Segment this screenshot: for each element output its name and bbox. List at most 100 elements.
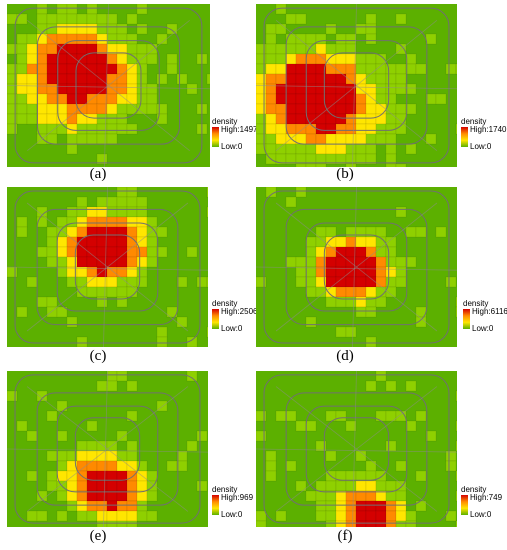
density-cell: [355, 520, 367, 527]
density-cell: [355, 256, 367, 268]
density-cell: [76, 33, 88, 45]
density-cell: [355, 113, 367, 125]
density-cell: [176, 450, 188, 462]
density-cell: [375, 470, 387, 482]
density-cell: [275, 23, 287, 35]
density-cell: [365, 380, 377, 392]
density-cell: [126, 187, 138, 198]
density-cell: [325, 246, 337, 258]
density-cell: [355, 276, 367, 288]
density-cell: [375, 510, 387, 522]
density-cell: [295, 83, 307, 95]
radial-road: [256, 448, 457, 453]
density-cell: [126, 43, 138, 55]
ring-road: [56, 405, 159, 493]
density-cell: [305, 103, 317, 115]
density-cell: [305, 73, 317, 85]
density-cell: [56, 256, 68, 268]
density-cell: [325, 93, 337, 105]
density-cell: [146, 246, 158, 258]
legend-low-label: Low:0: [470, 142, 492, 151]
density-cell: [86, 490, 98, 502]
density-cell: [275, 143, 287, 155]
density-cell: [96, 500, 108, 512]
density-cell: [66, 216, 78, 228]
density-cell: [36, 390, 48, 402]
density-cell: [126, 480, 138, 492]
legend-color-ramp: [212, 495, 219, 515]
density-cell: [395, 490, 407, 502]
density-cell: [335, 33, 347, 45]
density-cell: [335, 83, 347, 95]
legend-b: density High:1740 Low:0: [461, 117, 507, 157]
density-cell: [96, 470, 108, 482]
density-cell: [325, 450, 337, 462]
density-cell: [16, 113, 28, 125]
density-cell: [16, 420, 28, 432]
ring-road: [36, 208, 179, 326]
density-cell: [455, 420, 457, 432]
density-cell: [76, 226, 88, 238]
density-cell: [365, 480, 377, 492]
density-cell: [116, 103, 128, 115]
density-cell: [385, 133, 397, 145]
density-cell: [455, 490, 457, 502]
density-cell: [365, 123, 377, 135]
density-cell: [206, 73, 210, 85]
density-cell: [375, 500, 387, 512]
density-cell: [325, 490, 337, 502]
density-cell: [66, 480, 78, 492]
density-cell: [36, 53, 48, 65]
density-cell: [86, 4, 98, 15]
density-cell: [26, 276, 38, 288]
density-cell: [106, 133, 118, 145]
density-cell: [136, 500, 148, 512]
density-cell: [126, 276, 138, 288]
density-cell: [136, 73, 148, 85]
density-cell: [265, 73, 277, 85]
density-cell: [256, 430, 267, 442]
density-cell: [365, 23, 377, 35]
density-cell: [265, 43, 277, 55]
radial-road: [352, 371, 357, 527]
density-cell: [385, 113, 397, 125]
ring-road: [305, 222, 408, 312]
density-cell: [355, 246, 367, 258]
density-cell: [375, 83, 387, 95]
density-cell: [335, 133, 347, 145]
density-cell: [375, 226, 387, 238]
density-cell: [26, 73, 38, 85]
density-cell: [335, 113, 347, 125]
density-cell: [86, 500, 98, 512]
density-cell: [96, 490, 108, 502]
density-cell: [315, 113, 327, 125]
density-cell: [116, 206, 128, 218]
density-cell: [335, 410, 347, 422]
density-cell: [126, 226, 138, 238]
density-cell: [285, 43, 297, 55]
density-cell: [146, 236, 158, 248]
density-cell: [136, 206, 148, 218]
density-cell: [106, 500, 118, 512]
legend-e: density High:969 Low:0: [212, 485, 272, 525]
density-cell: [86, 510, 98, 522]
density-cell: [7, 123, 18, 135]
density-cell: [16, 33, 28, 45]
density-cell: [355, 500, 367, 512]
ring-road: [285, 208, 428, 326]
density-cell: [106, 113, 118, 125]
density-cell: [365, 53, 377, 65]
density-cell: [285, 93, 297, 105]
density-cell: [26, 93, 38, 105]
density-cell: [355, 123, 367, 135]
density-cell: [375, 296, 387, 308]
density-cell: [365, 236, 377, 248]
density-cell: [325, 53, 337, 65]
density-cell: [136, 63, 148, 75]
density-cell: [56, 23, 68, 35]
density-cell: [375, 276, 387, 288]
density-cell: [16, 226, 28, 238]
legend-high-label: High:1497: [221, 125, 258, 134]
density-cell: [76, 206, 88, 218]
density-cell: [96, 380, 108, 392]
